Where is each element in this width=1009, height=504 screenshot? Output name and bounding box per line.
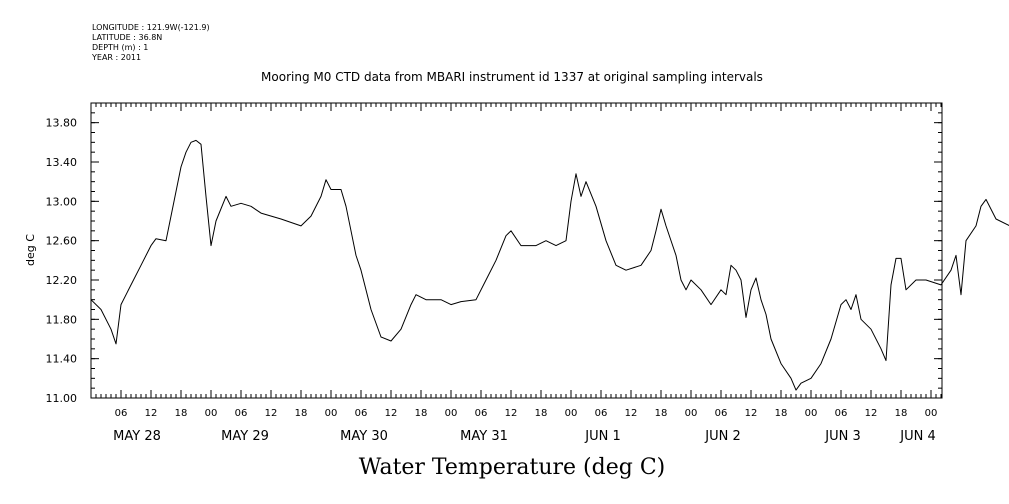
y-tick-label: 11.40 (46, 353, 78, 366)
y-tick-label: 13.40 (46, 156, 78, 169)
x-hour-label: 00 (805, 408, 818, 419)
x-hour-label: 00 (325, 408, 338, 419)
x-hour-label: 12 (385, 408, 398, 419)
x-day-label: MAY 31 (460, 429, 508, 444)
meta-depth: DEPTH (m) : 1 (92, 43, 148, 52)
x-day-label: JUN 1 (584, 429, 620, 444)
meta-year: YEAR : 2011 (91, 53, 141, 62)
x-day-label: JUN 2 (704, 429, 740, 444)
meta-longitude: LONGITUDE : 121.9W(-121.9) (92, 23, 210, 32)
x-day-label: JUN 3 (824, 429, 860, 444)
y-tick-label: 12.20 (46, 274, 78, 287)
y-axis: 11.00 11.40 11.80 12.20 12.60 13.00 13.40 13.80 (46, 112, 942, 405)
x-day-label: MAY 30 (340, 429, 388, 444)
x-hour-label: 12 (505, 408, 518, 419)
x-hour-label: 06 (715, 408, 728, 419)
y-tick-label: 13.00 (46, 195, 78, 208)
y-axis-label: deg C (24, 234, 37, 266)
x-hour-label: 00 (685, 408, 698, 419)
series-layer (90, 139, 1009, 391)
y-tick-label: 11.80 (46, 313, 78, 326)
x-axis: 06 12 18 00 06 12 18 00 06 12 18 00 06 12 18 00 06 12 18 00… (95, 103, 942, 444)
x-hour-label: 00 (565, 408, 578, 419)
y-tick-label: 13.80 (46, 117, 78, 130)
x-hour-label: 18 (295, 408, 308, 419)
x-hour-label: 06 (235, 408, 248, 419)
x-hour-label: 06 (595, 408, 608, 419)
x-hour-label: 18 (175, 408, 188, 419)
x-hour-label: 06 (475, 408, 488, 419)
x-hour-label: 12 (625, 408, 638, 419)
meta-latitude: LATITUDE : 36.8N (92, 33, 162, 42)
chart-title: Mooring M0 CTD data from MBARI instrumen… (261, 70, 763, 84)
x-day-label: JUN 4 (899, 429, 935, 444)
x-day-label: MAY 28 (113, 429, 161, 444)
series-line-0 (90, 139, 1009, 391)
x-hour-label: 18 (895, 408, 908, 419)
x-hour-label: 12 (265, 408, 278, 419)
y-tick-label: 12.60 (46, 235, 78, 248)
x-hour-label: 00 (925, 408, 938, 419)
x-hour-label: 06 (355, 408, 368, 419)
metadata-block: LONGITUDE : 121.9W(-121.9) LATITUDE : 36… (91, 23, 210, 62)
x-hour-label: 12 (745, 408, 758, 419)
x-hour-label: 18 (655, 408, 668, 419)
x-hour-label: 12 (865, 408, 878, 419)
x-hour-label: 12 (145, 408, 158, 419)
x-hour-label: 06 (835, 408, 848, 419)
x-hour-label: 06 (115, 408, 128, 419)
x-hour-label: 00 (445, 408, 458, 419)
x-day-label: MAY 29 (221, 429, 269, 444)
x-hour-label: 18 (775, 408, 788, 419)
x-axis-label: Water Temperature (deg C) (359, 455, 666, 480)
plot-frame (90, 102, 943, 399)
y-tick-label: 11.00 (46, 392, 78, 405)
x-hour-label: 18 (535, 408, 548, 419)
x-hour-label: 18 (415, 408, 428, 419)
x-hour-label: 00 (205, 408, 218, 419)
